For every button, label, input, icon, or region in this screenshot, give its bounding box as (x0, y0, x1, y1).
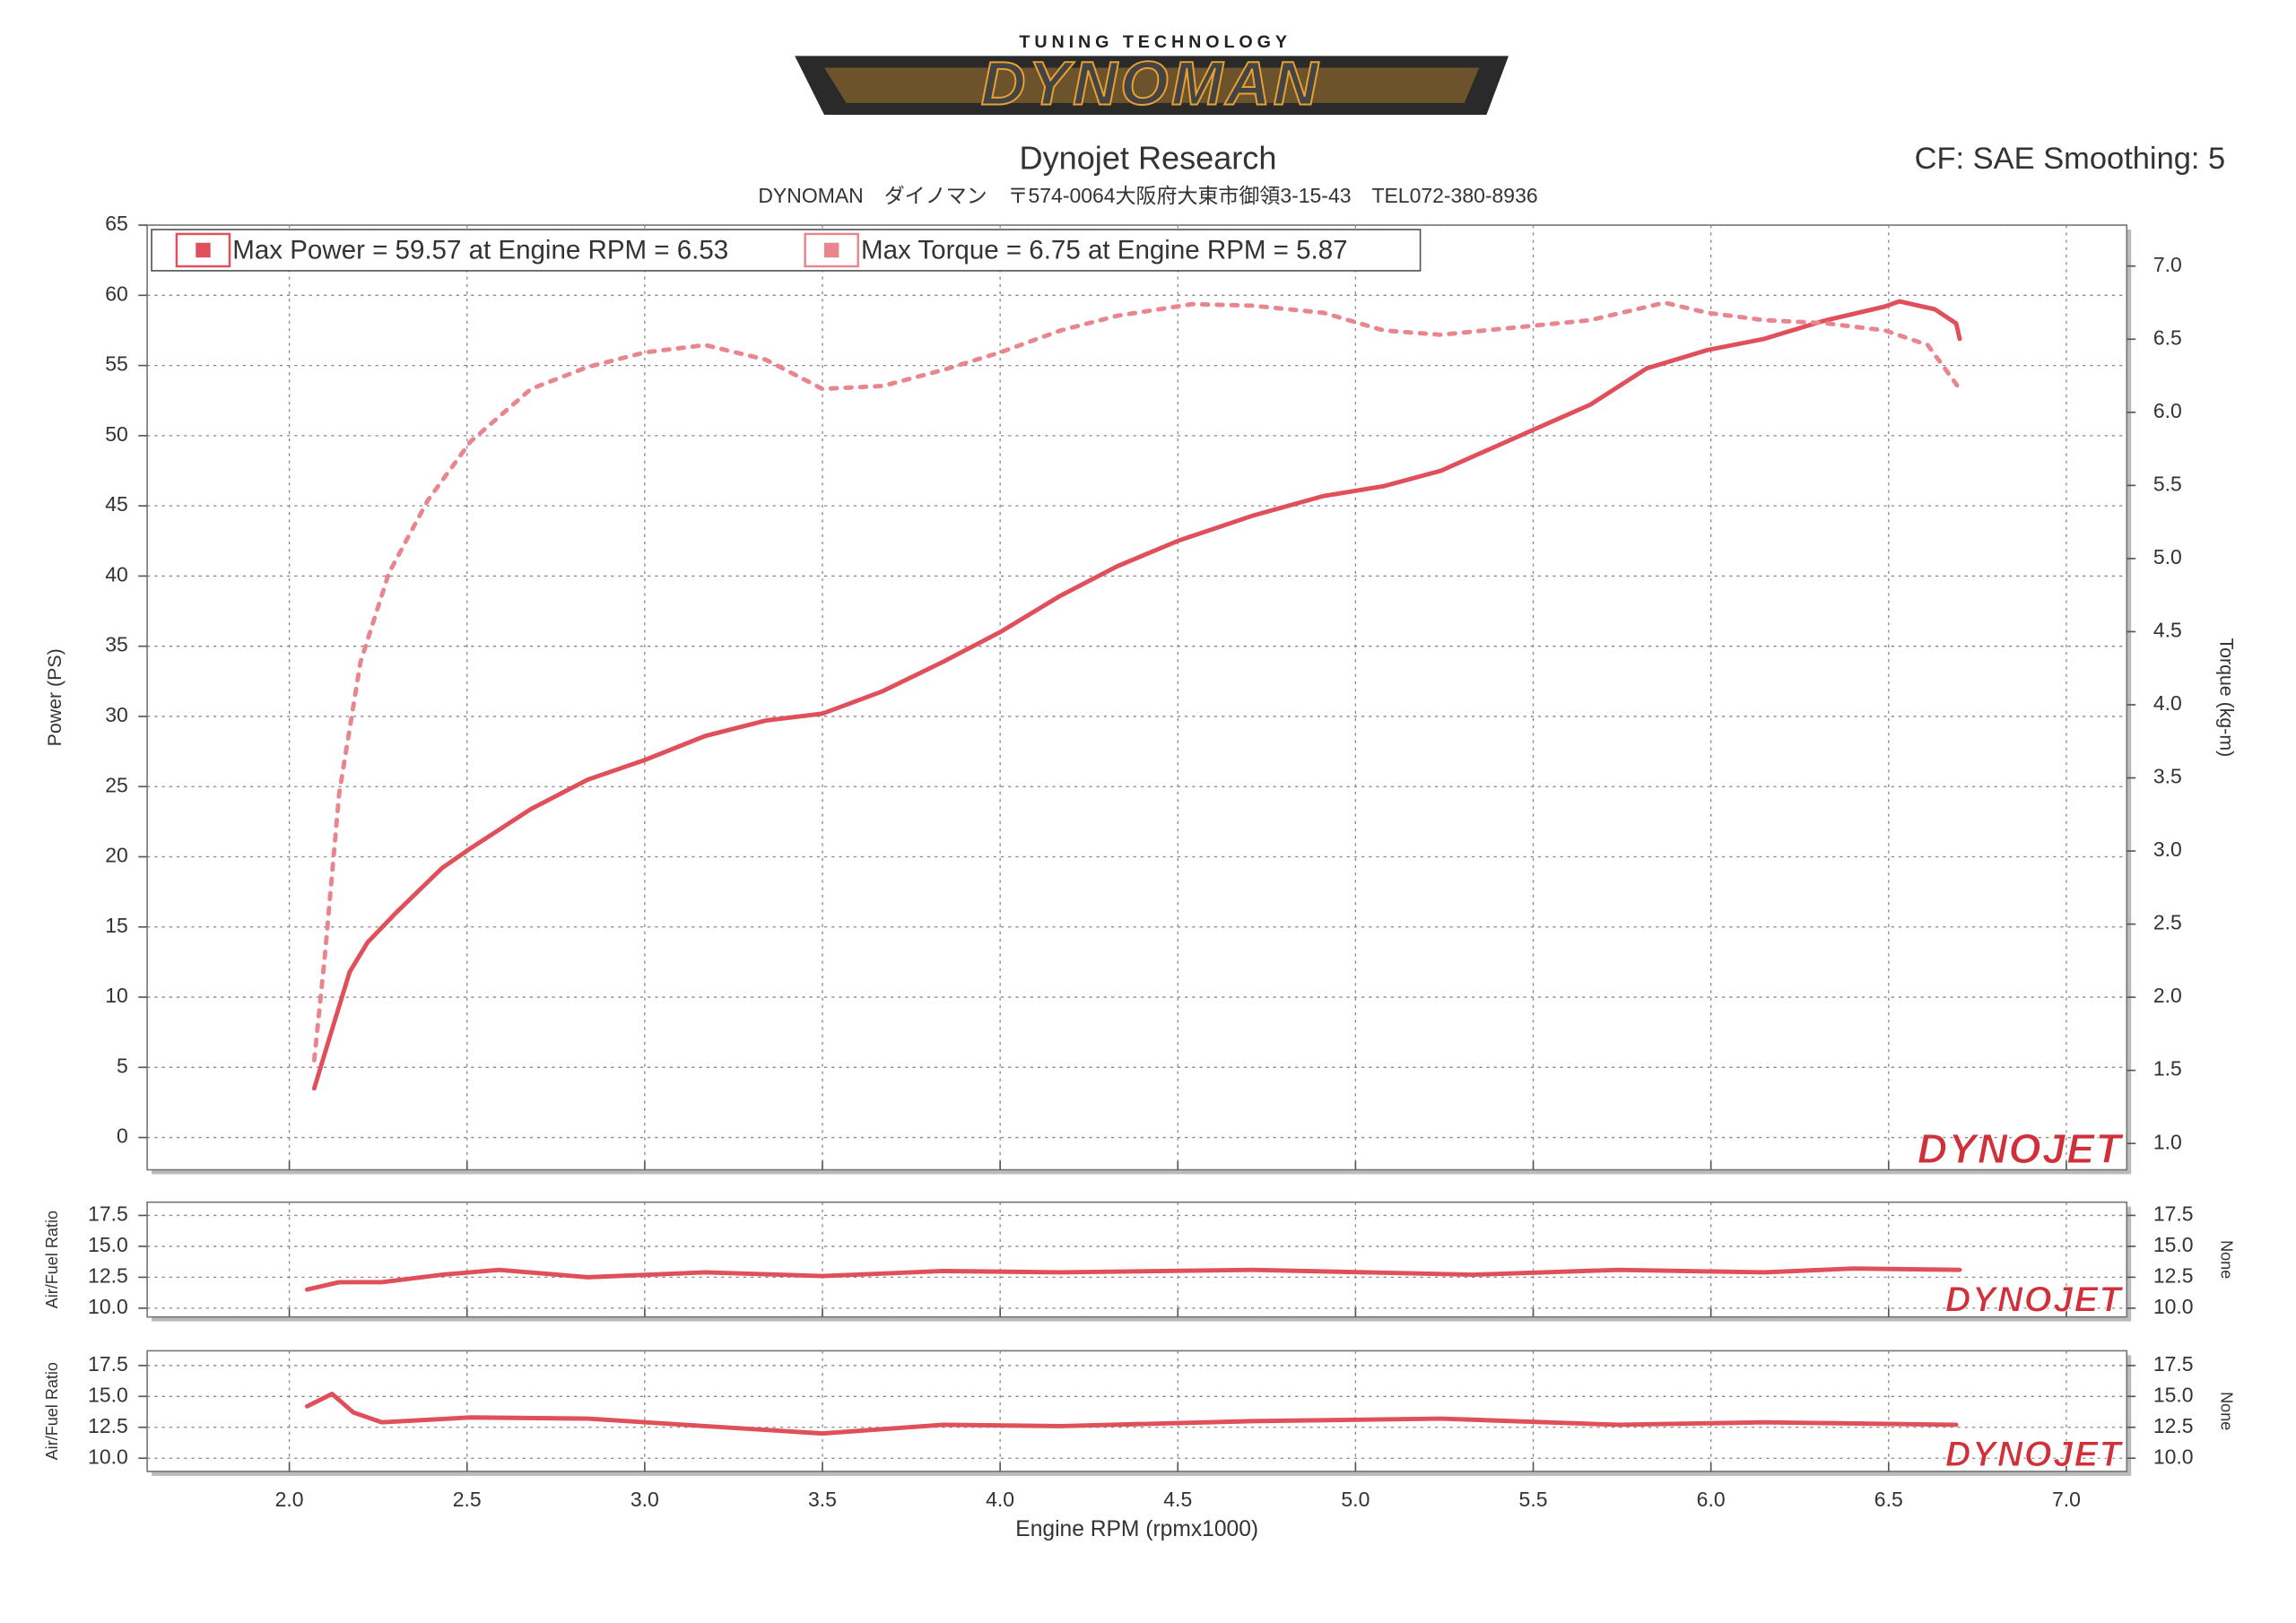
company-name: Dynojet Research (1020, 139, 1277, 176)
y-tick-label: 25 (105, 773, 128, 796)
x-tick-label: 2.0 (275, 1488, 304, 1511)
y2-tick-label: 6.5 (2153, 325, 2182, 349)
y2-tick-label: 5.5 (2153, 472, 2182, 495)
y2-tick-label: 1.0 (2153, 1130, 2182, 1153)
y2-tick-label: 3.5 (2153, 765, 2182, 788)
y2-tick-label: 4.0 (2153, 691, 2182, 715)
x-tick-label: 5.0 (1341, 1488, 1370, 1511)
y-tick-label: 5 (117, 1054, 128, 1077)
y-tick-label: 10 (105, 984, 128, 1007)
watermark: DYNOJET (1945, 1280, 2124, 1320)
y2-tick-label: 12.5 (2153, 1263, 2194, 1287)
x-tick-label: 7.0 (2052, 1488, 2081, 1511)
brand-logo: DYNOMAN (981, 49, 1321, 118)
data-line (311, 299, 1962, 1091)
x-tick-label: 3.5 (808, 1488, 837, 1511)
x-tick-label: 3.0 (631, 1488, 659, 1511)
y2-tick-label: 12.5 (2153, 1414, 2194, 1437)
y2-tick-label: 7.0 (2153, 253, 2182, 276)
y-tick-label: 15 (105, 914, 128, 937)
y2-tick-label: 4.5 (2153, 619, 2182, 642)
y2-tick-label: 6.0 (2153, 399, 2182, 422)
y2-axis-label: Torque (kg-m) (2216, 638, 2238, 757)
y2-tick-label: 17.5 (2153, 1202, 2194, 1226)
y-axis-label: Power (PS) (44, 648, 65, 746)
watermark: DYNOJET (1945, 1435, 2124, 1474)
y-tick-label: 0 (117, 1124, 128, 1148)
x-tick-label: 4.5 (1163, 1488, 1192, 1511)
y-axis-label: Air/Fuel Ratio (43, 1211, 61, 1308)
plot-area (146, 1350, 2128, 1472)
legend-marker (196, 242, 211, 258)
x-tick-label: 2.5 (453, 1488, 482, 1511)
y-tick-label: 10.0 (88, 1295, 128, 1318)
brand-tagline: TUNING TECHNOLOGY (1019, 32, 1292, 52)
y-tick-label: 35 (105, 633, 128, 656)
y-tick-label: 40 (105, 562, 128, 586)
x-axis-label: Engine RPM (rpmx1000) (1015, 1517, 1258, 1541)
y-tick-label: 20 (105, 844, 128, 867)
data-line (305, 1266, 1962, 1292)
y-tick-label: 45 (105, 492, 128, 516)
y-tick-label: 50 (105, 422, 128, 446)
legend-marker (823, 242, 839, 258)
y-axis-label: Air/Fuel Ratio (43, 1362, 61, 1460)
y-tick-label: 60 (105, 282, 128, 305)
x-tick-label: 6.5 (1874, 1488, 1903, 1511)
y2-tick-label: 3.0 (2153, 838, 2182, 861)
torque-line (311, 300, 1962, 1063)
y-tick-label: 10.0 (88, 1445, 128, 1468)
watermark: DYNOJET (1918, 1125, 2125, 1172)
y2-tick-label: 1.5 (2153, 1057, 2182, 1081)
y-tick-label: 15.0 (88, 1383, 128, 1406)
data-line (305, 1392, 1959, 1436)
logo-background (795, 56, 1509, 115)
y-tick-label: 17.5 (88, 1202, 128, 1226)
y2-tick-label: 15.0 (2153, 1383, 2194, 1406)
logo-flare (823, 67, 1480, 103)
legend-box (151, 229, 1422, 272)
y-tick-label: 17.5 (88, 1352, 128, 1376)
address: DYNOMAN ダイノマン 〒574-0064大阪府大東市御領3-15-43 T… (758, 184, 1537, 207)
y-tick-label: 12.5 (88, 1263, 128, 1287)
y-tick-label: 65 (105, 212, 128, 235)
x-tick-label: 5.5 (1519, 1488, 1548, 1511)
y2-tick-label: 17.5 (2153, 1352, 2194, 1376)
legend-label: Max Torque = 6.75 at Engine RPM = 5.87 (861, 235, 1348, 265)
y-tick-label: 30 (105, 703, 128, 726)
y2-tick-label: 5.0 (2153, 545, 2182, 568)
y2-tick-label: 10.0 (2153, 1445, 2194, 1468)
x-tick-label: 4.0 (986, 1488, 1014, 1511)
y-tick-label: 15.0 (88, 1233, 128, 1256)
y-tick-label: 12.5 (88, 1414, 128, 1437)
y2-tick-label: 10.0 (2153, 1295, 2194, 1318)
y2-axis-label: None (2217, 1392, 2235, 1430)
y2-tick-label: 15.0 (2153, 1233, 2194, 1256)
y2-tick-label: 2.5 (2153, 911, 2182, 934)
y2-axis-label: None (2217, 1240, 2235, 1279)
settings: CF: SAE Smoothing: 5 (1915, 142, 2226, 176)
plot-area (146, 224, 2128, 1171)
plot-area (146, 1201, 2128, 1318)
y-tick-label: 55 (105, 352, 128, 376)
y2-tick-label: 2.0 (2153, 984, 2182, 1007)
x-tick-label: 6.0 (1697, 1488, 1726, 1511)
legend-label: Max Power = 59.57 at Engine RPM = 6.53 (232, 235, 728, 265)
